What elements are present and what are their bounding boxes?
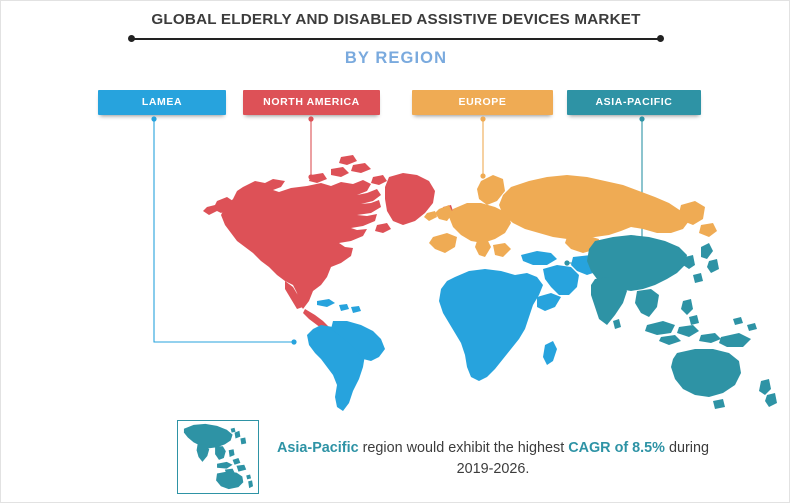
footer-highlight-region: Asia-Pacific — [277, 440, 359, 456]
legend-item-asia-pacific[interactable]: ASIA-PACIFIC — [567, 90, 701, 115]
page-title: GLOBAL ELDERLY AND DISABLED ASSISTIVE DE… — [151, 11, 641, 28]
title-divider — [128, 33, 664, 45]
legend-label-north-america: NORTH AMERICA — [263, 96, 360, 108]
map-region-lamea-south-america[interactable] — [307, 299, 385, 411]
world-map-container — [181, 129, 781, 414]
map-region-europe[interactable] — [424, 175, 717, 257]
legend-item-north-america[interactable]: NORTH AMERICA — [243, 90, 380, 115]
footer-text-1: region would exhibit the highest — [358, 440, 569, 456]
footer-highlight-metric: CAGR of 8.5% — [568, 440, 665, 456]
map-region-lamea-africa[interactable] — [439, 251, 601, 381]
legend-item-lamea[interactable]: LAMEA — [98, 90, 226, 115]
asia-pacific-inset-map — [177, 420, 259, 494]
legend-label-europe: EUROPE — [458, 96, 507, 108]
map-region-north-america[interactable] — [203, 155, 453, 331]
legend-label-lamea: LAMEA — [141, 96, 183, 108]
footer-text-2: during 2019-2026. — [456, 440, 709, 477]
divider-bar — [132, 38, 660, 40]
divider-dot-left — [128, 35, 135, 43]
world-map — [203, 155, 777, 411]
page-subtitle: BY REGION — [344, 49, 448, 67]
map-region-asia-pacific[interactable] — [587, 235, 777, 409]
legend-item-europe[interactable]: EUROPE — [412, 90, 553, 115]
footer-caption: Asia-Pacific region would exhibit the hi… — [273, 438, 713, 480]
title-block: GLOBAL ELDERLY AND DISABLED ASSISTIVE DE… — [1, 11, 790, 68]
legend-label-asia-pacific: ASIA-PACIFIC — [595, 96, 673, 108]
inset-map-graphic — [183, 423, 254, 490]
divider-dot-right — [657, 35, 664, 43]
